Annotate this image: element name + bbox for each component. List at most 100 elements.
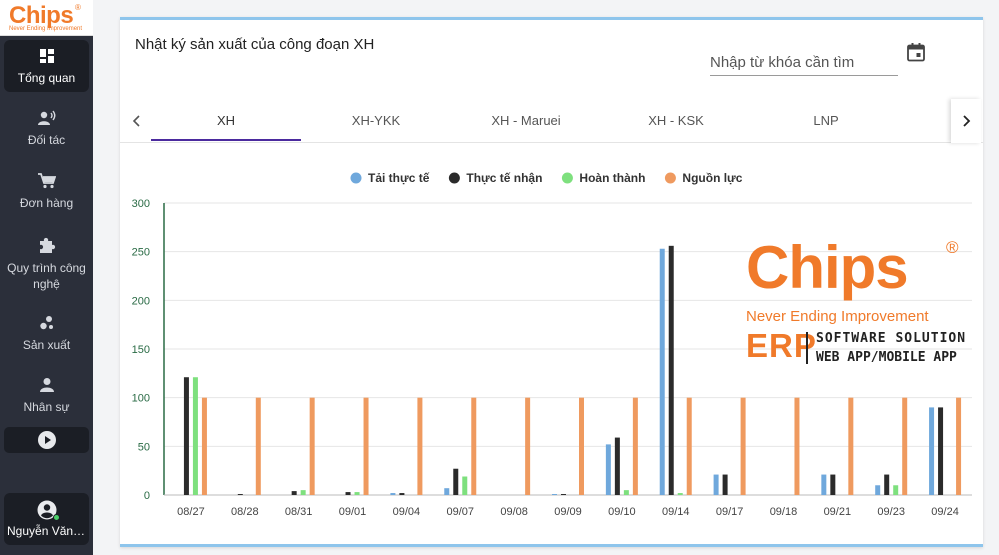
y-tick-label: 50 [138, 441, 150, 453]
card-bottom-accent [120, 544, 983, 547]
x-tick-label: 09/08 [500, 506, 528, 518]
tab-bar: XH XH-YKK XH - Maruei XH - KSK LNP [120, 99, 983, 143]
bar [623, 490, 629, 495]
x-tick-label: 08/27 [177, 506, 205, 518]
page-title: Nhật ký sản xuất của công đoạn XH [135, 36, 375, 53]
bar [345, 492, 351, 495]
watermark-erp: ERP [746, 327, 817, 364]
y-tick-label: 150 [132, 344, 150, 356]
legend-marker [350, 172, 362, 184]
y-tick-label: 250 [132, 247, 150, 259]
x-tick-label: 09/04 [393, 506, 421, 518]
production-log-card: Nhật ký sản xuất của công đoạn XH XH XH-… [120, 17, 983, 547]
x-tick-label: 09/17 [716, 506, 744, 518]
bar [893, 485, 899, 495]
dashboard-icon [39, 49, 54, 63]
bar [686, 397, 692, 495]
tab-scroll-left[interactable] [122, 99, 152, 143]
bar [614, 437, 620, 495]
x-tick-label: 09/07 [447, 506, 475, 518]
x-tick-label: 09/09 [554, 506, 582, 518]
x-tick-label: 09/18 [770, 506, 798, 518]
bar [794, 397, 800, 495]
tab-xh-ksk[interactable]: XH - KSK [648, 113, 704, 128]
bar [884, 474, 890, 495]
chips-erp-watermark: Chips ® Never Ending Improvement ERP SOF… [746, 234, 976, 374]
x-tick-label: 09/01 [339, 506, 367, 518]
bar [291, 491, 297, 495]
sidebar-item-production[interactable]: Sản xuất [4, 307, 89, 359]
bar [848, 397, 854, 495]
logo-tagline: Never Ending Improvement [9, 26, 83, 32]
tab-lnp[interactable]: LNP [813, 113, 839, 128]
y-tick-label: 100 [132, 393, 150, 405]
chevron-right-icon [963, 115, 971, 127]
search-field[interactable] [710, 50, 898, 76]
bar [677, 493, 683, 495]
x-tick-label: 09/24 [931, 506, 959, 518]
watermark-divider [806, 332, 808, 364]
bar [399, 493, 405, 495]
sidebar-collapse-toggle[interactable] [4, 427, 89, 453]
sidebar: Chips ® Never Ending Improvement Tổng qu… [0, 0, 93, 555]
legend-marker [448, 172, 460, 184]
bar [561, 494, 566, 495]
sidebar-item-partners[interactable]: Đối tác [4, 102, 89, 154]
watermark-line2: WEB APP/MOBILE APP [816, 350, 957, 365]
chevron-left-icon [132, 115, 140, 127]
x-tick-label: 08/31 [285, 506, 313, 518]
bar [552, 494, 557, 495]
legend-label: Hoàn thành [579, 171, 645, 185]
bar [722, 474, 728, 495]
tab-xh-maruei[interactable]: XH - Maruei [491, 113, 561, 128]
bar [821, 474, 827, 495]
sidebar-item-label: Sản xuất [22, 338, 71, 352]
tab-xh-ykk[interactable]: XH-YKK [351, 113, 401, 128]
tab-xh[interactable]: XH [151, 99, 301, 143]
watermark-registered-mark: ® [946, 238, 959, 257]
person-icon [39, 378, 54, 392]
play-triangle [45, 436, 51, 444]
x-tick-label: 09/14 [662, 506, 690, 518]
bar [938, 407, 944, 495]
sidebar-item-process[interactable]: Quy trình công nghệ [4, 228, 89, 294]
bar [309, 397, 315, 495]
sidebar-item-label: Quy trình công nghệ [7, 261, 86, 291]
watermark-brand: Chips [746, 234, 909, 301]
bar [453, 468, 459, 495]
y-tick-label: 0 [144, 490, 150, 502]
bar [632, 397, 638, 495]
bar [192, 377, 198, 495]
cart-icon [37, 173, 56, 189]
bar [471, 397, 477, 495]
watermark-slogan: Never Ending Improvement [746, 308, 929, 325]
bar [417, 397, 423, 495]
app-logo[interactable]: Chips ® Never Ending Improvement [0, 0, 93, 36]
bar [668, 245, 674, 495]
partner-voice-icon [37, 110, 55, 125]
sidebar-item-orders[interactable]: Đơn hàng [4, 165, 89, 217]
legend-label: Tải thực tế [368, 171, 430, 185]
sidebar-item-hr[interactable]: Nhân sự [4, 369, 89, 421]
calendar-icon[interactable] [906, 42, 926, 62]
bar [444, 488, 450, 495]
x-tick-label: 08/28 [231, 506, 259, 518]
bar [300, 490, 306, 495]
logo-text: Chips [9, 2, 74, 29]
sidebar-item-label: Nhân sự [23, 400, 70, 414]
search-input[interactable] [710, 50, 898, 74]
bar [255, 397, 261, 495]
x-tick-label: 09/21 [824, 506, 852, 518]
bar [525, 397, 531, 495]
legend-marker [561, 172, 573, 184]
user-name: Nguyễn Văn ... [7, 524, 87, 538]
sidebar-item-label: Tổng quan [17, 71, 76, 85]
user-profile[interactable]: Nguyễn Văn ... [4, 493, 89, 545]
bar [237, 494, 243, 495]
bar [390, 493, 396, 495]
sidebar-item-overview[interactable]: Tổng quan [4, 40, 89, 92]
bubbles-icon [39, 316, 53, 330]
tab-scroll-right[interactable] [951, 99, 981, 143]
bar [363, 397, 369, 495]
account-circle-icon [37, 500, 60, 521]
